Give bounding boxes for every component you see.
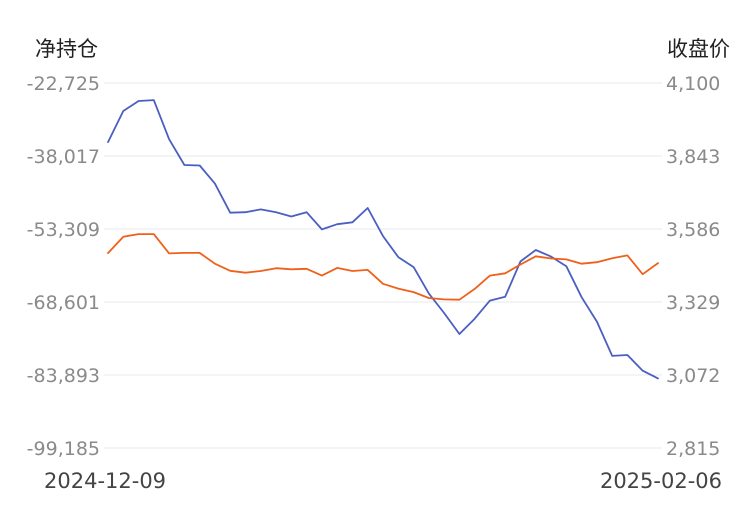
left-axis-title: 净持仓 (35, 37, 98, 61)
left-tick-label: -99,185 (27, 438, 100, 460)
right-tick-label: 3,843 (666, 146, 720, 168)
right-tick-label: 3,329 (666, 292, 720, 314)
net-position-line (107, 99, 659, 380)
right-tick-label: 3,586 (666, 219, 720, 241)
x-end-date: 2025-02-06 (600, 469, 722, 493)
right-axis-title: 收盘价 (667, 37, 730, 61)
series-lines (107, 99, 659, 380)
close-price-line (107, 233, 659, 301)
left-tick-label: -83,893 (27, 365, 100, 387)
gridlines (104, 82, 662, 449)
right-tick-label: 2,815 (666, 438, 720, 460)
x-start-date: 2024-12-09 (44, 469, 166, 493)
right-tick-label: 4,100 (666, 73, 720, 95)
left-tick-label: -22,725 (27, 73, 100, 95)
left-tick-label: -38,017 (27, 146, 100, 168)
left-tick-label: -53,309 (27, 219, 100, 241)
axis-ticks: -22,725 4,100 -38,017 3,843 -53,309 3,586 -68,… (27, 73, 721, 460)
left-tick-label: -68,601 (27, 292, 100, 314)
right-tick-label: 3,072 (666, 365, 720, 387)
